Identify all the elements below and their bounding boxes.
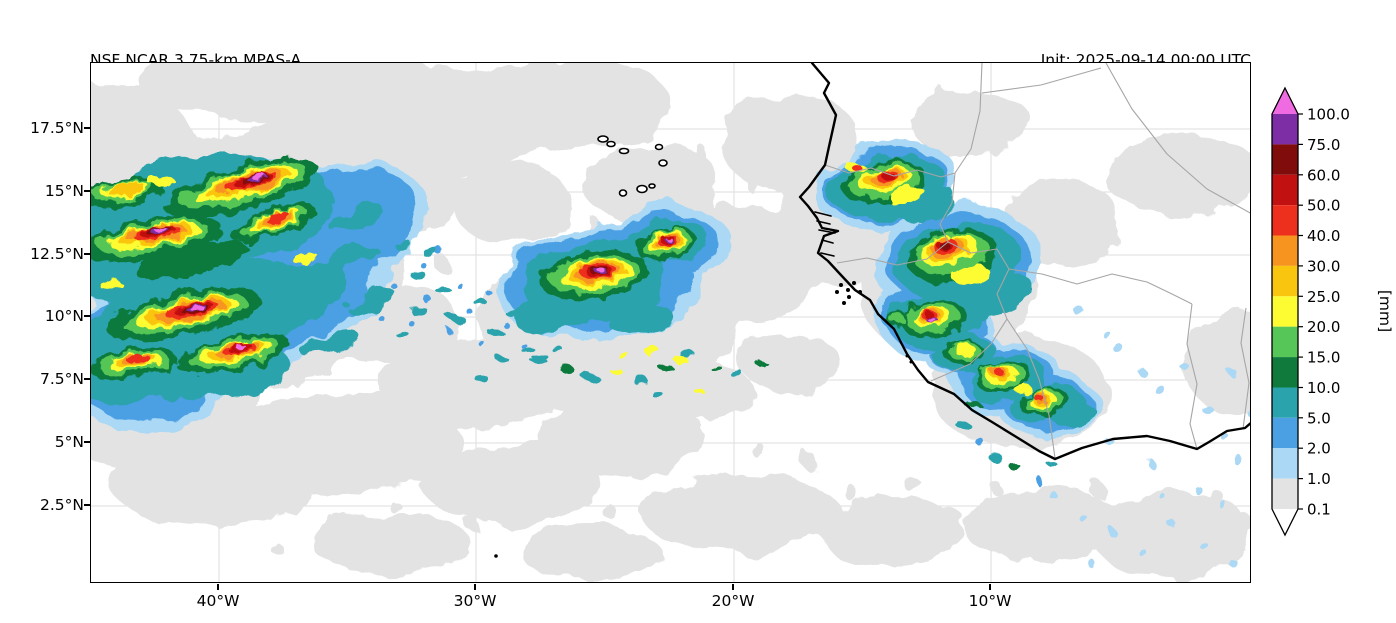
y-tick-mark [84,315,90,317]
colorbar-tick-label: 50.0 [1307,197,1340,215]
x-tick-label: 40°W [196,592,240,610]
colorbar-tick-label: 20.0 [1307,318,1340,336]
x-tick-mark [732,584,734,590]
y-tick-label: 2.5°N [40,496,84,514]
west-africa-coast [798,63,1250,461]
colorbar-tick-label: 40.0 [1307,227,1340,245]
x-tick-mark [474,584,476,590]
colorbar-tick-label: 25.0 [1307,288,1340,306]
colorbar-tick-label: 75.0 [1307,136,1340,154]
colorbar-tick-label: 5.0 [1307,409,1331,427]
y-tick-mark [84,378,90,380]
colorbar-tick-label: 30.0 [1307,257,1340,275]
x-tick-mark [989,584,991,590]
colorbar: 100.0 75.0 60.0 50.0 40.0 30.0 25.0 20.0… [1262,80,1396,564]
colorbar-tick-label: 1.0 [1307,470,1331,488]
x-tick-label: 20°W [711,592,755,610]
map-canvas [91,63,1250,582]
y-tick-mark [84,504,90,506]
y-tick-mark [84,441,90,443]
colorbar-tick-label: 60.0 [1307,166,1340,184]
coastline [798,63,1250,461]
y-tick-mark [84,190,90,192]
colorbar-unit-label: [mm] [1376,290,1394,332]
colorbar-tick-label: 2.0 [1307,440,1331,458]
colorbar-tick-label: 10.0 [1307,379,1340,397]
y-tick-label: 12.5°N [30,245,84,263]
x-tick-mark [217,584,219,590]
y-tick-label: 7.5°N [40,370,84,388]
y-tick-label: 10°N [44,307,84,325]
y-tick-mark [84,253,90,255]
colorbar-tick-label: 15.0 [1307,349,1340,367]
y-tick-label: 15°N [44,182,84,200]
y-tick-label: 5°N [54,433,84,451]
colorbar-labels: 100.0 75.0 60.0 50.0 40.0 30.0 25.0 20.0… [1307,106,1350,519]
colorbar-ticks [1298,113,1303,510]
y-tick-label: 17.5°N [30,119,84,137]
cape-verde-islands [597,135,668,197]
colorbar-segments [1272,88,1298,535]
precip-layer-100mm [155,174,936,350]
colorbar-tick-label: 100.0 [1307,106,1350,124]
colorbar-tick-label: 0.1 [1307,501,1331,519]
map-plot [90,62,1251,583]
y-tick-mark [84,127,90,129]
x-tick-label: 30°W [453,592,497,610]
atlantic-islet-dot [494,554,498,558]
country-borders [824,63,1250,459]
colorbar-canvas: 100.0 75.0 60.0 50.0 40.0 30.0 25.0 20.0… [1271,86,1394,537]
x-tick-label: 10°W [968,592,1012,610]
coastal-islands [494,281,913,558]
